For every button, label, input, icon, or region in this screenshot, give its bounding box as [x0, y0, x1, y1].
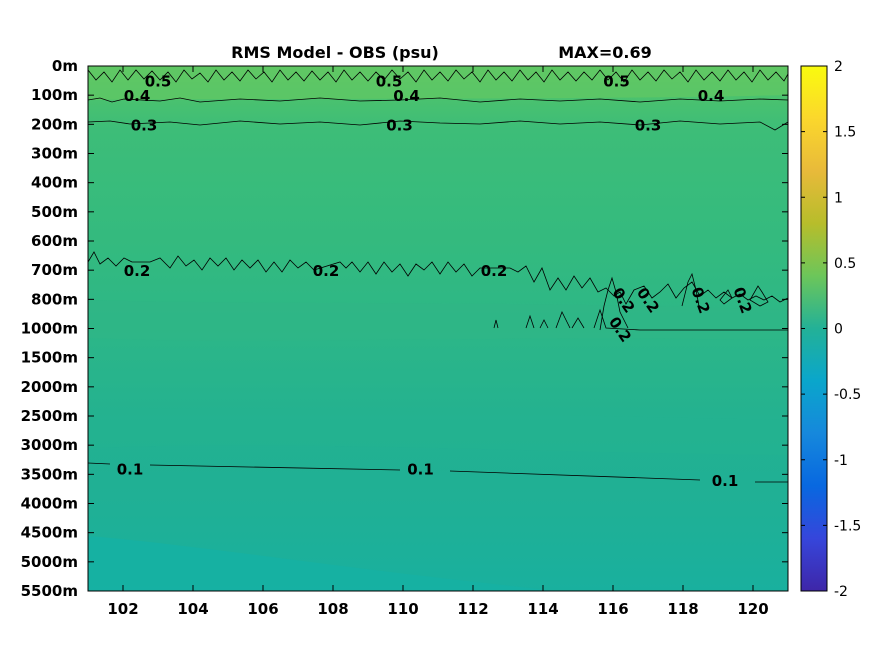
y-tick-label: 3000m	[21, 436, 78, 454]
contour-label: 0.4	[393, 87, 420, 105]
x-tick-label: 120	[737, 600, 768, 618]
plot-area	[88, 66, 788, 591]
x-tick-label: 108	[317, 600, 348, 618]
x-tick-label: 110	[387, 600, 418, 618]
y-tick-label: 0m	[52, 57, 78, 75]
y-tick-label: 200m	[31, 115, 78, 133]
contour-label: 0.3	[131, 116, 158, 134]
colorbar-tick-label: -0.5	[834, 387, 861, 403]
contour-label: 0.3	[635, 116, 662, 134]
y-tick-label: 5500m	[21, 582, 78, 600]
x-axis: 102 104 106 108 110 112 114 116 118 120	[107, 66, 769, 618]
contour-line-0.1	[87, 462, 788, 483]
colorbar-tick-label: -1	[834, 453, 848, 469]
contour-label: 0.1	[712, 472, 739, 490]
contour-line-0.2-loop-2	[681, 272, 701, 313]
chart-title: RMS Model - OBS (psu)	[231, 43, 439, 62]
y-tick-label: 800m	[31, 290, 78, 308]
y-tick-label: 400m	[31, 174, 78, 192]
colorbar-tick-label: 1	[834, 190, 843, 206]
contour-line-0.2-loop-1	[599, 276, 629, 331]
y-tick-label: 1000m	[21, 320, 78, 338]
contour-lines	[87, 69, 789, 483]
y-tick-label: 300m	[31, 145, 78, 163]
contour-line-0.3	[87, 120, 789, 131]
x-tick-label: 102	[107, 600, 138, 618]
y-tick-label: 600m	[31, 232, 78, 250]
chart-subtitle: MAX=0.69	[558, 43, 652, 62]
y-tick-label: 4000m	[21, 495, 78, 513]
contour-label: 0.5	[145, 73, 172, 91]
y-tick-label: 2000m	[21, 378, 78, 396]
contour-line-0.2	[87, 251, 789, 305]
y-tick-label: 700m	[31, 261, 78, 279]
colorbar: 2 1.5 1 0.5 0 -0.5 -1 -1.5 -2	[800, 59, 861, 600]
field-mid-shade	[88, 300, 788, 341]
chart-title-group: RMS Model - OBS (psu) MAX=0.69	[231, 43, 652, 62]
colorbar-tick-label: -2	[834, 584, 848, 600]
contour-label: 0.2	[313, 262, 340, 280]
field-band-shade	[88, 408, 788, 455]
x-tick-label: 118	[667, 600, 698, 618]
contour-label: 0.5	[603, 73, 630, 91]
colorbar-tick-label: 0.5	[834, 256, 856, 272]
y-tick-label: 500m	[31, 203, 78, 221]
contour-line-0.4	[87, 97, 789, 103]
colorbar-tick-label: 0	[834, 322, 843, 338]
x-tick-label: 116	[597, 600, 628, 618]
y-axis: 0m 100m 200m 300m 400m 500m 600m 700m 800m 1000m 1…	[21, 57, 788, 600]
contour-label: 0.2	[481, 262, 508, 280]
contour-label: 0.1	[407, 461, 434, 479]
x-tick-label: 106	[247, 600, 278, 618]
x-tick-label: 112	[457, 600, 488, 618]
y-tick-label: 4500m	[21, 524, 78, 542]
contour-label: 0.4	[698, 87, 725, 105]
y-tick-label: 1500m	[21, 349, 78, 367]
colorbar-tick-label: 2	[834, 59, 843, 75]
contour-line-0.2-lower	[493, 308, 788, 331]
contour-line-0.2-loop-3	[749, 285, 769, 307]
contour-label: 0.2	[124, 262, 151, 280]
y-tick-label: 5000m	[21, 553, 78, 571]
y-tick-label: 2500m	[21, 407, 78, 425]
contour-label: 0.3	[386, 116, 413, 134]
contour-line-0.2-loop-4	[719, 289, 733, 305]
y-tick-label: 3500m	[21, 465, 78, 483]
x-tick-label: 104	[177, 600, 208, 618]
field-bottom-shade	[88, 536, 560, 591]
y-tick-label: 100m	[31, 86, 78, 104]
contour-label: 0.5	[376, 73, 403, 91]
contour-line-0.5	[87, 69, 789, 83]
contour-label: 0.1	[117, 461, 144, 479]
colorbar-tick-label: -1.5	[834, 518, 861, 534]
colorbar-tick-label: 1.5	[834, 125, 856, 141]
x-tick-label: 114	[527, 600, 558, 618]
contour-label: 0.4	[124, 87, 151, 105]
colorbar-ticks: 2 1.5 1 0.5 0 -0.5 -1 -1.5 -2	[801, 59, 861, 600]
